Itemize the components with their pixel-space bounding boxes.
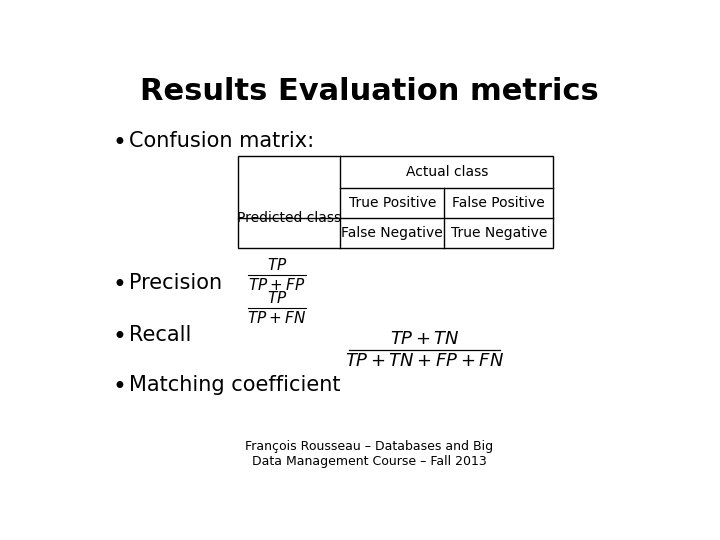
Text: Recall: Recall <box>129 325 192 345</box>
Text: $TP$: $TP$ <box>266 256 287 273</box>
Text: Precision: Precision <box>129 273 222 293</box>
Text: François Rousseau – Databases and Big
Data Management Course – Fall 2013: François Rousseau – Databases and Big Da… <box>245 440 493 468</box>
Bar <box>238 156 553 248</box>
Text: Results Evaluation metrics: Results Evaluation metrics <box>140 77 598 106</box>
Text: •: • <box>112 273 126 296</box>
Text: •: • <box>112 375 126 399</box>
Text: True Negative: True Negative <box>451 226 547 240</box>
Text: $TP+FN$: $TP+FN$ <box>248 310 307 326</box>
Text: True Positive: True Positive <box>348 196 436 210</box>
Text: False Positive: False Positive <box>452 196 545 210</box>
Text: $TP$: $TP$ <box>266 290 287 306</box>
Text: $TP + TN + FP + FN$: $TP + TN + FP + FN$ <box>345 352 505 370</box>
Text: False Negative: False Negative <box>341 226 444 240</box>
Text: $TP + TN$: $TP + TN$ <box>390 329 460 348</box>
Text: •: • <box>112 325 126 349</box>
Text: •: • <box>112 131 126 156</box>
Text: Actual class: Actual class <box>405 165 488 179</box>
Text: Predicted class: Predicted class <box>237 211 341 225</box>
Text: Confusion matrix:: Confusion matrix: <box>129 131 314 151</box>
Text: Matching coefficient: Matching coefficient <box>129 375 341 395</box>
Text: $TP+FP$: $TP+FP$ <box>248 277 305 293</box>
